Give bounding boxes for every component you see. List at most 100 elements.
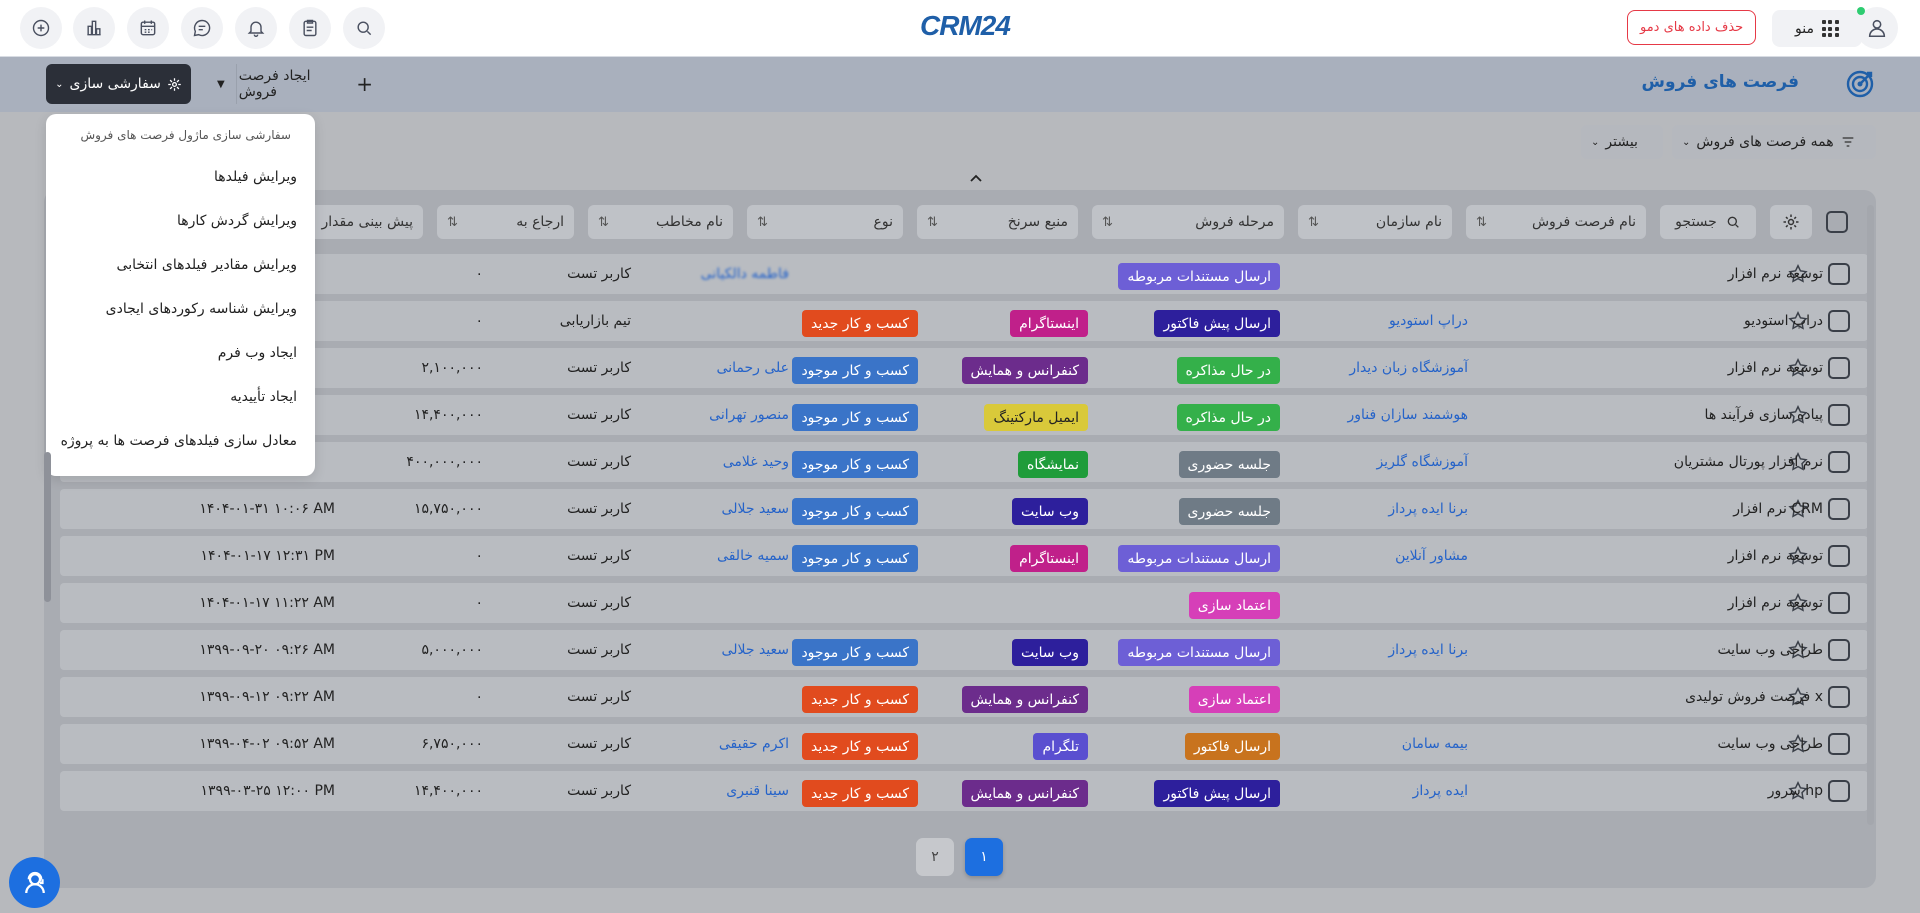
dropdown-item-create-approval[interactable]: ایجاد تأییدیه: [230, 389, 297, 405]
column-header-organization[interactable]: ⇅ نام سازمان: [1298, 205, 1452, 239]
row-checkbox[interactable]: [1828, 545, 1850, 567]
column-header-stage[interactable]: ⇅ مرحله فروش: [1092, 205, 1284, 239]
contact-link[interactable]: علی رحمانی: [716, 360, 789, 376]
opportunity-name[interactable]: توسعه نرم افزار: [1727, 266, 1823, 282]
chat-icon[interactable]: [181, 7, 223, 49]
opportunity-name[interactable]: نرم افزار CRM: [1733, 501, 1823, 517]
row-checkbox[interactable]: [1828, 639, 1850, 661]
delete-demo-data-button[interactable]: حذف داده های دمو: [1627, 10, 1757, 45]
row-checkbox[interactable]: [1828, 310, 1850, 332]
opportunity-name[interactable]: توسعه نرم افزار: [1727, 595, 1823, 611]
table-row[interactable]: توسعه نرم افزار اعتماد سازی کاربر تست ۰ ۱۴۰۴…: [60, 583, 1868, 623]
star-icon[interactable]: [1787, 451, 1809, 473]
row-checkbox[interactable]: [1828, 686, 1850, 708]
organization-link[interactable]: آموزشگاه گلریز: [1376, 454, 1468, 470]
dropdown-item-edit-workflows[interactable]: ویرایش گردش کارها: [177, 213, 297, 229]
row-checkbox[interactable]: [1828, 780, 1850, 802]
contact-link[interactable]: سمیه خالقی: [717, 548, 789, 564]
page-button-1[interactable]: ۱: [965, 838, 1003, 876]
star-icon[interactable]: [1787, 545, 1809, 567]
row-checkbox[interactable]: [1828, 733, 1850, 755]
opportunity-name[interactable]: پیاده سازی فرآیند ها: [1704, 407, 1823, 423]
contact-link[interactable]: اکرم حقیقی: [718, 736, 789, 752]
collapse-chevron-icon[interactable]: [969, 171, 983, 185]
star-icon[interactable]: [1787, 733, 1809, 755]
table-row[interactable]: سرور hp ایده پرداز ارسال پیش فاکتور کنفرانس…: [60, 771, 1868, 811]
more-filter-button[interactable]: ⌄ بیشتر: [1581, 125, 1663, 159]
star-icon[interactable]: [1787, 780, 1809, 802]
column-header-assigned[interactable]: ⇅ ارجاع به: [437, 205, 574, 239]
row-checkbox[interactable]: [1828, 592, 1850, 614]
opportunity-name[interactable]: توسعه نرم افزار: [1727, 360, 1823, 376]
star-icon[interactable]: [1787, 404, 1809, 426]
organization-link[interactable]: ایده پرداز: [1412, 783, 1468, 799]
organization-link[interactable]: برنا ایده پرداز: [1388, 501, 1468, 517]
organization-link[interactable]: هوشمند سازان فناور: [1347, 407, 1468, 423]
row-checkbox[interactable]: [1828, 357, 1850, 379]
select-all-checkbox[interactable]: [1826, 211, 1848, 233]
dropdown-item-edit-record-ids[interactable]: ویرایش شناسه رکوردهای ایجادی: [105, 301, 297, 317]
column-header-contact[interactable]: ⇅ نام مخاطب: [588, 205, 733, 239]
opportunity-name[interactable]: طراحی وب سایت: [1717, 642, 1823, 658]
organization-link[interactable]: برنا ایده پرداز: [1388, 642, 1468, 658]
dropdown-item-create-web-form[interactable]: ایجاد وب فرم: [217, 345, 297, 361]
table-row[interactable]: توسعه نرم افزار ارسال مستندات مربوطه فاطمه…: [60, 254, 1868, 294]
contact-link[interactable]: سعید جلالی: [721, 501, 789, 517]
table-row[interactable]: نرم افزار پورتال مشتریان آموزشگاه گلریز جل…: [60, 442, 1868, 482]
table-row[interactable]: پیاده سازی فرآیند ها هوشمند سازان فناور در…: [60, 395, 1868, 435]
column-header-name[interactable]: ⇅ نام فرصت فروش: [1466, 205, 1646, 239]
contact-link[interactable]: سعید جلالی: [721, 642, 789, 658]
contact-link[interactable]: سینا قنبری: [726, 783, 789, 799]
support-chat-button[interactable]: [9, 857, 60, 908]
create-opportunity-button[interactable]: ▼ ایجاد فرصت فروش +: [205, 64, 385, 104]
table-row[interactable]: توسعه نرم افزار مشاور آنلاین ارسال مستندات…: [60, 536, 1868, 576]
table-scrollbar[interactable]: [1867, 205, 1874, 825]
row-checkbox[interactable]: [1828, 404, 1850, 426]
contact-link[interactable]: منصور تهرانی: [709, 407, 789, 423]
opportunity-name[interactable]: سرور hp: [1767, 783, 1823, 799]
dropdown-item-edit-picklist-values[interactable]: ویرایش مقادیر فیلدهای انتخابی: [116, 257, 297, 273]
chevron-down-icon[interactable]: ▼: [217, 78, 225, 90]
contact-link[interactable]: فاطمه دالکیانی: [700, 266, 789, 282]
organization-link[interactable]: بیمه سامان: [1401, 736, 1468, 752]
chart-icon[interactable]: [73, 7, 115, 49]
bell-icon[interactable]: [235, 7, 277, 49]
row-checkbox[interactable]: [1828, 263, 1850, 285]
table-settings-button[interactable]: [1770, 205, 1812, 239]
row-checkbox[interactable]: [1828, 451, 1850, 473]
contact-link[interactable]: وحید غلامی: [722, 454, 789, 470]
dropdown-item-map-fields-to-project[interactable]: معادل سازی فیلدهای فرصت ها به پروژه: [60, 433, 297, 449]
star-icon[interactable]: [1787, 263, 1809, 285]
apps-menu-button[interactable]: منو: [1772, 10, 1862, 47]
opportunity-name[interactable]: نرم افزار پورتال مشتریان: [1673, 454, 1823, 470]
opportunity-name[interactable]: طراحی وب سایت: [1717, 736, 1823, 752]
star-icon[interactable]: [1787, 498, 1809, 520]
organization-link[interactable]: دراپ استودیو: [1389, 313, 1468, 329]
column-header-type[interactable]: ⇅ نوع: [747, 205, 903, 239]
table-row[interactable]: طراحی وب سایت بیمه سامان ارسال فاکتور تلگرا…: [60, 724, 1868, 764]
star-icon[interactable]: [1787, 592, 1809, 614]
table-search-button[interactable]: جستجو: [1660, 205, 1756, 239]
dropdown-item-edit-fields[interactable]: ویرایش فیلدها: [213, 169, 297, 185]
table-row[interactable]: دراپ استودیو دراپ استودیو ارسال پیش فاکتور…: [60, 301, 1868, 341]
add-icon[interactable]: [20, 7, 62, 49]
customize-button[interactable]: ⌄ سفارشی سازی: [46, 64, 191, 104]
opportunity-name[interactable]: توسعه نرم افزار: [1727, 548, 1823, 564]
opportunity-name[interactable]: دراپ استودیو: [1744, 313, 1823, 329]
column-header-lead-source[interactable]: ⇅ منبع سرنخ: [917, 205, 1078, 239]
clipboard-icon[interactable]: [289, 7, 331, 49]
row-checkbox[interactable]: [1828, 498, 1850, 520]
star-icon[interactable]: [1787, 639, 1809, 661]
organization-link[interactable]: مشاور آنلاین: [1395, 548, 1468, 564]
opportunity-name[interactable]: فرصت فروش تولیدی x: [1685, 689, 1823, 705]
star-icon[interactable]: [1787, 686, 1809, 708]
table-row[interactable]: فرصت فروش تولیدی x اعتماد سازی کنفرانس و ه…: [60, 677, 1868, 717]
dropdown-scrollbar[interactable]: [44, 452, 51, 602]
table-row[interactable]: توسعه نرم افزار آموزشگاه زبان دیدار در حال…: [60, 348, 1868, 388]
table-row[interactable]: طراحی وب سایت برنا ایده پرداز ارسال مستندا…: [60, 630, 1868, 670]
table-row[interactable]: نرم افزار CRM برنا ایده پرداز جلسه حضوری وب…: [60, 489, 1868, 529]
organization-link[interactable]: آموزشگاه زبان دیدار: [1349, 360, 1468, 376]
all-opportunities-filter[interactable]: ⌄ همه فرصت های فروش: [1672, 125, 1876, 159]
search-icon[interactable]: [343, 7, 385, 49]
calendar-icon[interactable]: [127, 7, 169, 49]
